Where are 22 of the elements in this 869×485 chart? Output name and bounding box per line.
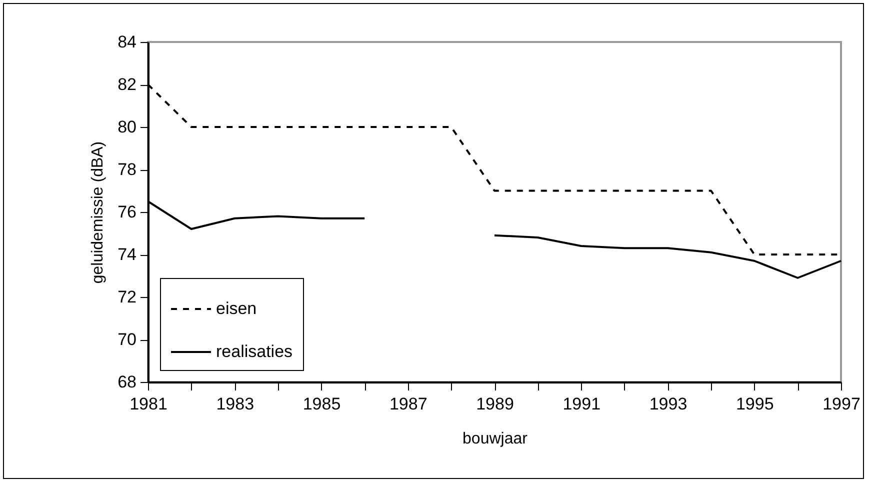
y-tick-label: 76 (118, 202, 136, 222)
legend-label: realisaties (216, 342, 293, 361)
y-tick-label: 84 (118, 32, 136, 52)
y-tick-label: 70 (118, 330, 136, 349)
y-axis-title: geluidemissie (dBA) (90, 141, 107, 284)
x-tick-label: 1983 (216, 394, 254, 414)
x-tick-label: 1997 (822, 394, 860, 414)
x-tick-label: 1987 (389, 394, 428, 414)
x-tick-label: 1985 (302, 394, 341, 414)
y-tick-label: 78 (118, 160, 136, 179)
x-tick-label: 1995 (736, 394, 774, 414)
x-tick-label: 1981 (130, 394, 168, 414)
y-tick-label: 74 (118, 245, 136, 264)
x-axis-title: bouwjaar (462, 430, 528, 448)
y-tick-label: 80 (118, 118, 136, 136)
legend-label: eisen (216, 299, 257, 318)
y-tick-label: 82 (118, 75, 136, 94)
y-tick-label: 72 (118, 288, 136, 306)
x-tick-label: 1989 (476, 394, 514, 414)
x-tick-label: 1991 (562, 394, 601, 414)
x-tick-label: 1993 (649, 394, 688, 414)
y-tick-label: 68 (118, 372, 136, 392)
